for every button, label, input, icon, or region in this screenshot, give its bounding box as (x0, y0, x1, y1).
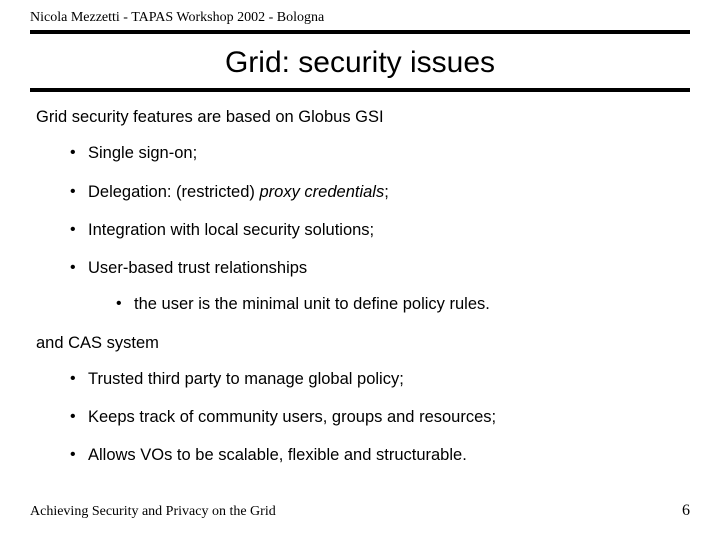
list-item: User-based trust relationships the user … (70, 257, 690, 316)
list-item: the user is the minimal unit to define p… (116, 293, 690, 315)
list-item: Single sign-on; (70, 142, 690, 164)
mid-text: and CAS system (36, 332, 690, 354)
list-item: Integration with local security solution… (70, 219, 690, 241)
bullet-sublist: the user is the minimal unit to define p… (116, 293, 690, 315)
text-fragment: ; (384, 183, 389, 201)
list-item: Allows VOs to be scalable, flexible and … (70, 444, 690, 466)
list-item: Trusted third party to manage global pol… (70, 368, 690, 390)
list-item: Keeps track of community users, groups a… (70, 406, 690, 428)
slide-header: Nicola Mezzetti - TAPAS Workshop 2002 - … (30, 10, 690, 34)
footer-text: Achieving Security and Privacy on the Gr… (30, 504, 276, 520)
bullet-list-gsi: Single sign-on; Delegation: (restricted)… (70, 142, 690, 315)
slide-title: Grid: security issues (30, 40, 690, 92)
text-fragment: Delegation: (restricted) (88, 183, 260, 201)
emphasis-text: proxy credentials (260, 183, 385, 201)
page-number: 6 (682, 502, 690, 520)
bullet-list-cas: Trusted third party to manage global pol… (70, 368, 690, 467)
intro-text: Grid security features are based on Glob… (36, 106, 690, 128)
text-fragment: User-based trust relationships (88, 259, 307, 277)
list-item: Delegation: (restricted) proxy credentia… (70, 181, 690, 203)
